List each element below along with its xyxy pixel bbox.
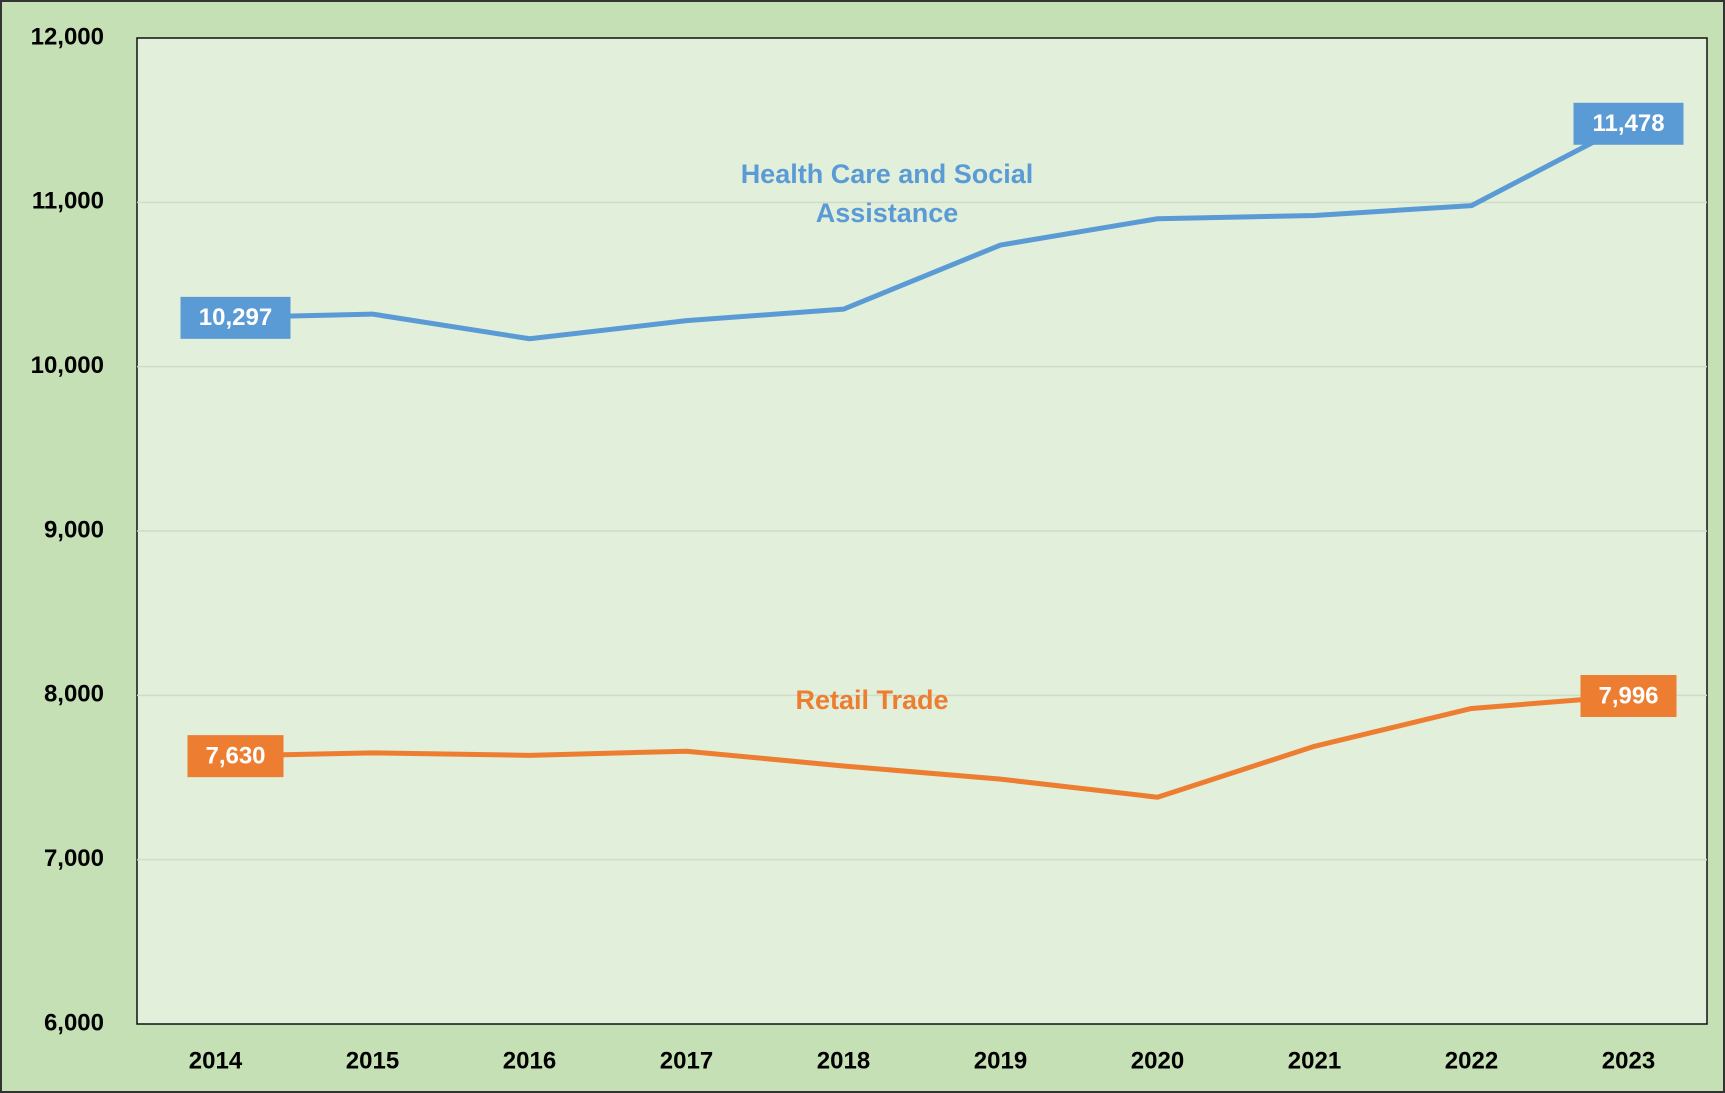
series-label: Retail Trade (795, 685, 949, 715)
x-tick-label: 2014 (189, 1047, 243, 1074)
data-label: 7,996 (1598, 682, 1658, 709)
series-line (215, 121, 1630, 342)
data-label-box (1580, 674, 1677, 717)
y-tick-label: 7,000 (44, 845, 104, 872)
y-tick-label: 11,000 (32, 188, 104, 215)
y-tick-label: 8,000 (44, 681, 104, 708)
data-label-box (187, 735, 284, 778)
y-tick-label: 12,000 (31, 23, 104, 50)
data-label-box (180, 296, 291, 339)
y-tick-label: 10,000 (31, 352, 104, 379)
x-tick-label: 2020 (1131, 1047, 1184, 1074)
x-tick-label: 2022 (1445, 1047, 1498, 1074)
y-tick-label: 6,000 (44, 1009, 104, 1036)
x-tick-label: 2015 (346, 1047, 399, 1074)
x-tick-label: 2018 (817, 1047, 870, 1074)
series-label: Health Care and Social Assistance (740, 159, 1034, 228)
data-label: 10,297 (199, 304, 272, 331)
data-label: 11,478 (1592, 110, 1664, 137)
x-tick-label: 2016 (503, 1047, 556, 1074)
data-label-box (1573, 102, 1684, 145)
y-tick-label: 9,000 (44, 516, 104, 543)
x-tick-label: 2023 (1602, 1047, 1655, 1074)
x-tick-label: 2021 (1288, 1047, 1341, 1074)
series-line (215, 693, 1629, 800)
x-tick-label: 2019 (974, 1047, 1027, 1074)
x-tick-label: 2017 (660, 1047, 713, 1074)
data-label: 7,630 (205, 742, 265, 769)
